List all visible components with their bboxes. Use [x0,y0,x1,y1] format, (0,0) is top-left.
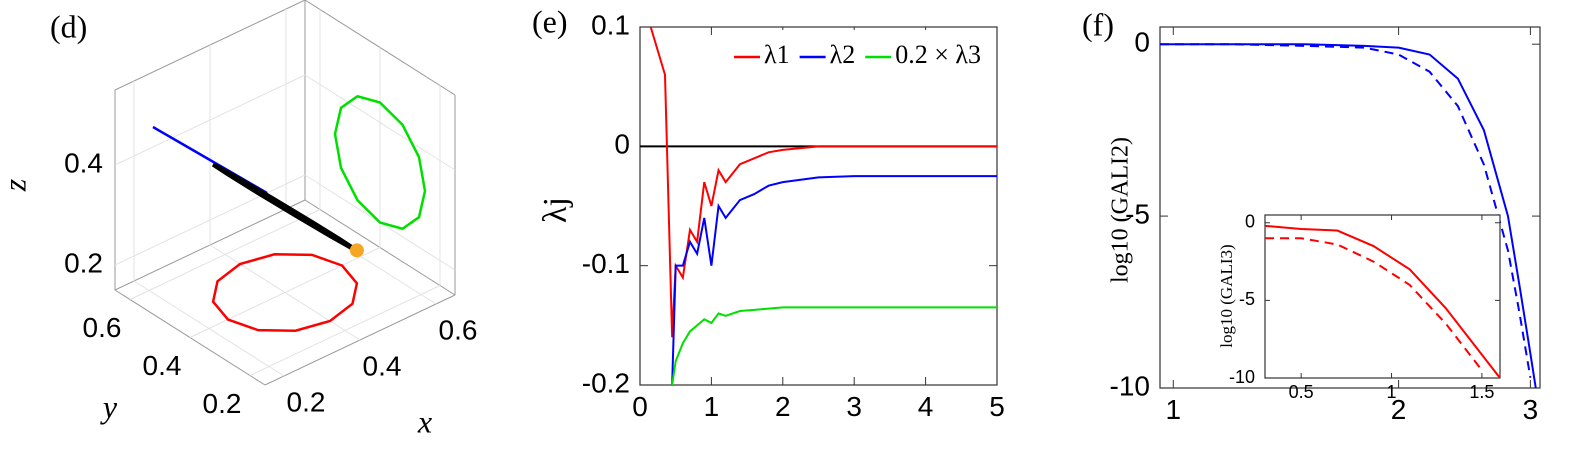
y-tick-label: -5 [1125,198,1150,229]
x-tick-label: 0.5 [1289,382,1314,402]
y-tick-label: -10 [1110,370,1150,401]
series-line [1160,43,1537,389]
grid-line [189,247,381,338]
series-line [1265,237,1483,371]
grid-line [304,74,456,171]
y-tick-label: 0.2 [203,388,242,419]
series-line [671,175,997,386]
y-tick-label: -0.1 [582,248,630,279]
axis-label: y [100,388,118,424]
y-tick-label: -0.2 [582,367,630,398]
x-tick-label: 4 [918,391,934,422]
plot-frame [639,26,998,386]
x-tick-label: 0.4 [363,350,402,381]
legend-label: λ2 [830,40,856,69]
axis-label: x [417,403,432,439]
x-tick-label: 0.2 [287,386,326,417]
z-tick-label: 0.2 [64,247,103,278]
x-tick-label: 1 [1165,394,1181,425]
series-line [671,306,997,386]
x-tick-label: 5 [989,391,1005,422]
y-tick-label: 0 [1134,27,1150,58]
axis-label: z [0,178,32,192]
legend-box [730,30,995,80]
y-axis-label: log10 (GALI3) [1217,244,1236,347]
series-line [1160,43,1532,378]
x-tick-label: 3 [846,391,862,422]
grid-line [249,285,441,376]
x-tick-label: 1.5 [1469,382,1494,402]
plot-frame [1264,214,1501,379]
legend-label: λ1 [764,40,790,69]
y-tick-label: 0 [614,129,630,160]
x-tick-label: 2 [775,391,791,422]
y-tick-label: 0.4 [143,350,182,381]
panel-label: (e) [532,3,568,39]
x-tick-label: 3 [1523,394,1539,425]
grid-line [114,74,306,166]
start-point [349,243,364,258]
y-tick-label: 0.6 [83,312,122,343]
y-axis-label: log10 (GALI2) [1108,137,1134,283]
y-tick-label: 0 [1245,212,1255,232]
projection-curve [211,253,359,332]
z-tick-label: 0.4 [64,147,103,178]
grid-line [129,209,321,300]
x-tick-label: 0.6 [439,314,478,345]
y-tick-label: 0.1 [591,9,630,40]
y-tick-label: -10 [1229,367,1255,387]
orbit-curve [211,162,359,253]
x-tick-label: 2 [1391,394,1407,425]
x-tick-label: 1 [1387,382,1397,402]
panel-label: (d) [50,8,87,44]
y-tick-label: -5 [1239,289,1255,309]
series-line [1264,224,1501,379]
projection-curve [333,94,427,231]
grid-line [114,174,306,266]
legend-label: 0.2 × λ3 [895,40,981,69]
y-axis-label: λj [537,197,574,223]
panel-label: (f) [1082,6,1114,42]
x-tick-label: 1 [704,391,720,422]
x-tick-label: 0 [632,391,648,422]
